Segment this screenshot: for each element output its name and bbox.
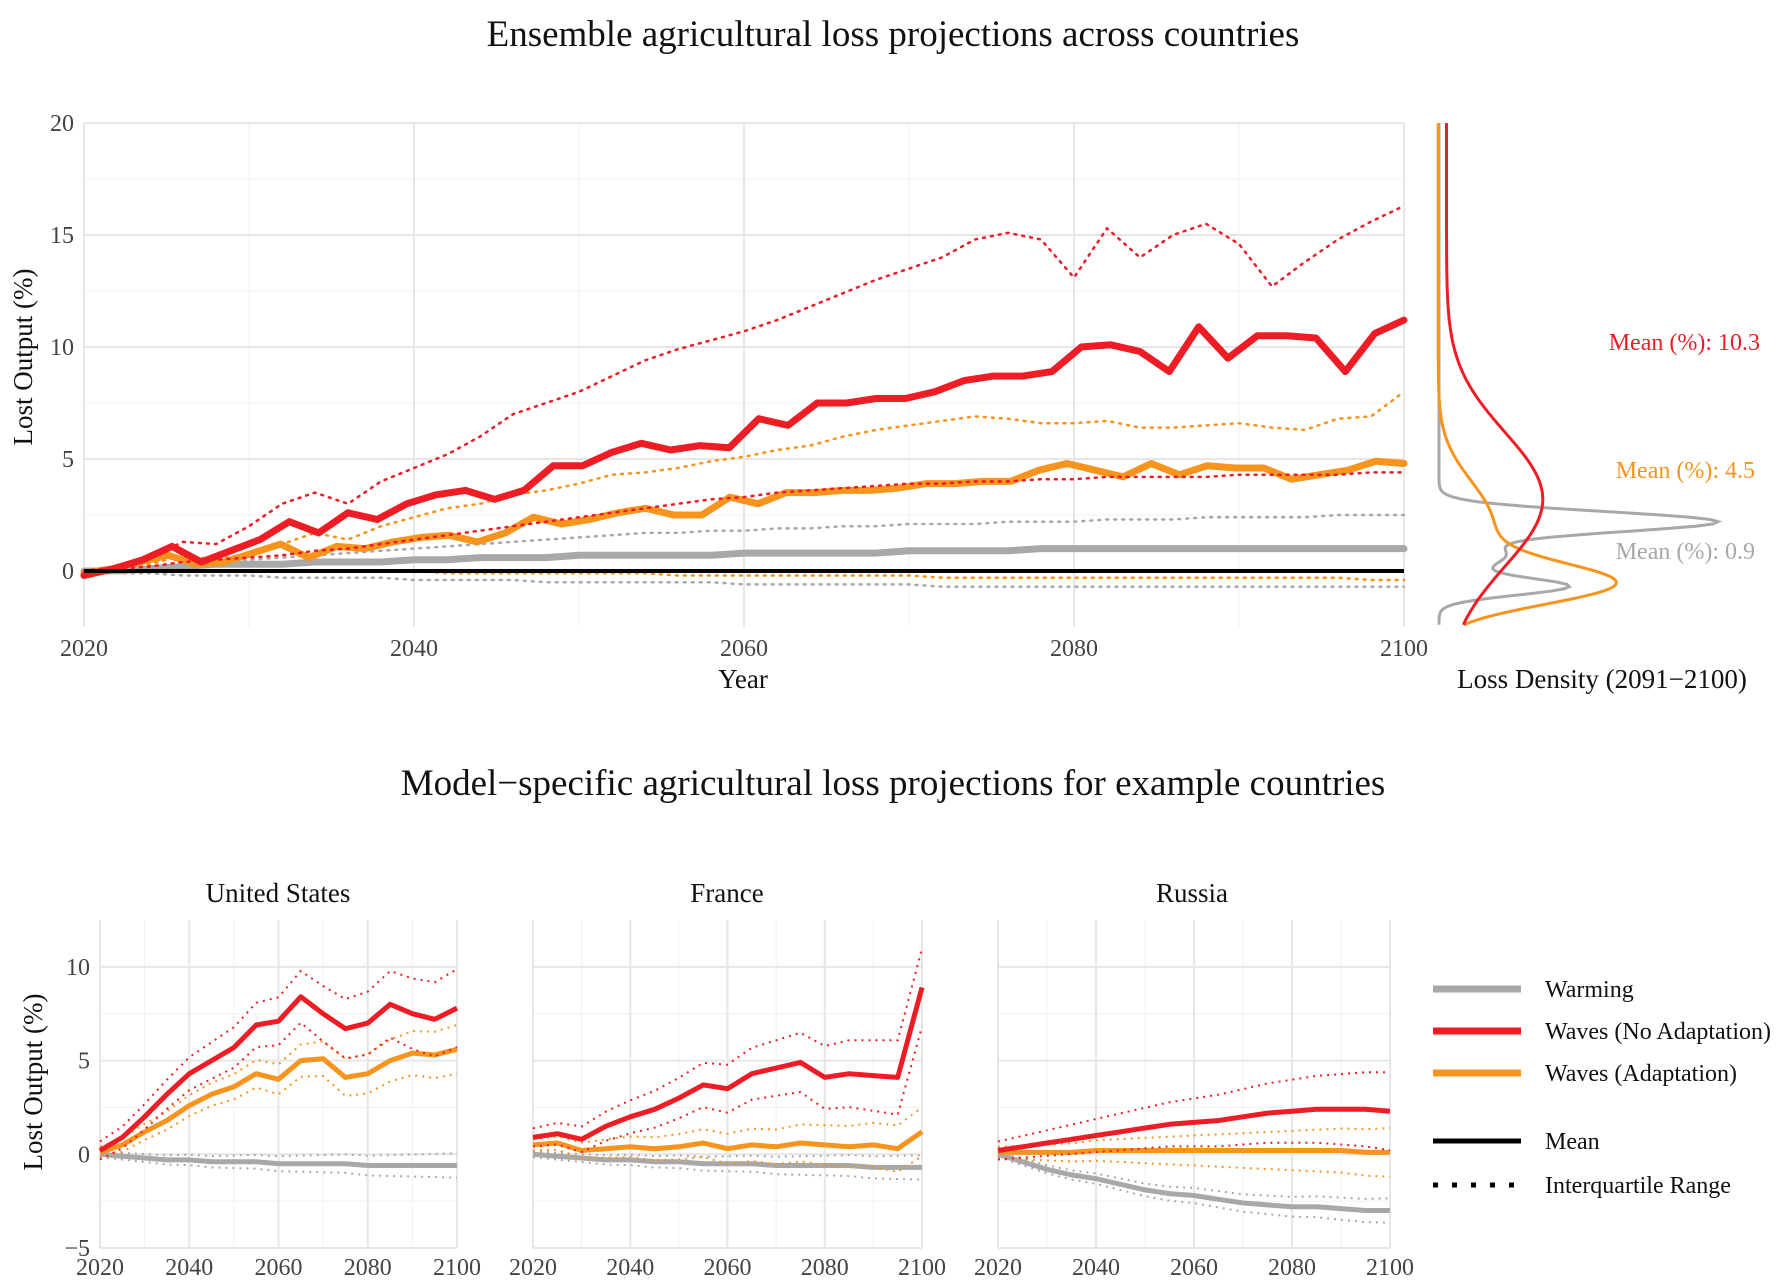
series-line-waves-adapt-mean: [532, 1129, 924, 1153]
series-line-waves-adapt-iqr: [532, 1106, 923, 1144]
series-line-warming-iqr: [532, 1150, 923, 1158]
x-tick-label: 2020: [974, 1255, 1022, 1281]
series-line-waves-adapt-mean: [99, 1046, 458, 1155]
x-tick-label: 2100: [1380, 636, 1428, 662]
density-curve-waves-no-adaptation: [1445, 123, 1545, 626]
series-line-waves-adapt-iqr: [997, 1127, 1391, 1148]
series-line-waves-adapt-iqr: [532, 1148, 923, 1173]
legend-label-waves-adaptation: Waves (Adaptation): [1545, 1061, 1737, 1087]
density-mean-label-warming: Mean (%): 0.9: [1616, 539, 1755, 565]
series-line-waves-no-adapt-mean: [997, 1106, 1391, 1153]
panel-france: 2020 2040 2060 2080 2100: [509, 920, 946, 1281]
series-line-waves-adapt-iqr: [82, 390, 1406, 573]
legend: Warming Waves (No Adaptation) Waves (Ada…: [1433, 977, 1771, 1199]
x-tick-label: 2020: [509, 1255, 557, 1281]
ensemble-y-axis-label: Lost Output (%): [8, 269, 38, 446]
density-mean-label-waves-no-adaptation: Mean (%): 10.3: [1609, 330, 1760, 356]
series-line-waves-adapt-mean: [80, 457, 1408, 577]
x-tick-label: 2040: [606, 1255, 654, 1281]
y-tick-label: 0: [78, 1142, 90, 1168]
legend-label-waves-no-adaptation: Waves (No Adaptation): [1545, 1019, 1771, 1045]
y-tick-label: 5: [78, 1049, 90, 1075]
y-tick-label: 5: [62, 447, 74, 473]
panel-russia: 2020 2040 2060 2080 2100: [974, 920, 1414, 1281]
legend-label-mean: Mean: [1545, 1129, 1600, 1155]
y-tick-label: 10: [50, 335, 74, 361]
series-line-waves-adapt-iqr: [99, 1072, 458, 1159]
x-tick-label: 2020: [76, 1255, 124, 1281]
series-line-waves-no-adapt-mean: [80, 316, 1408, 579]
series-line-waves-no-adapt-iqr: [532, 948, 923, 1130]
ensemble-x-axis-label: Year: [718, 664, 768, 694]
density-plot-panel: [1436, 123, 1723, 627]
y-tick-label: 20: [50, 111, 74, 137]
series-line-warming-mean: [80, 545, 1408, 575]
x-tick-label: 2080: [344, 1255, 392, 1281]
x-tick-label: 2080: [801, 1255, 849, 1281]
panel-united-states: 2020 2040 2060 2080 2100 −5 0 5 10: [64, 920, 481, 1281]
panel-title-united-states: United States: [206, 878, 351, 908]
x-tick-label: 2080: [1050, 636, 1098, 662]
x-tick-label: 2040: [390, 636, 438, 662]
ensemble-title: Ensemble agricultural loss projections a…: [487, 14, 1300, 55]
x-tick-label: 2100: [1366, 1255, 1414, 1281]
legend-label-interquartile-range: Interquartile Range: [1545, 1173, 1731, 1199]
series-line-waves-no-adapt-iqr: [997, 1141, 1391, 1161]
series-line-waves-no-adapt-iqr: [82, 471, 1406, 573]
series-line-waves-no-adapt-iqr: [532, 1026, 923, 1154]
density-curve-waves-adaptation: [1436, 123, 1619, 627]
series-line-waves-no-adapt-iqr: [82, 204, 1406, 573]
density-mean-label-waves-adaptation: Mean (%): 4.5: [1616, 458, 1755, 484]
x-tick-label: 2040: [1072, 1255, 1120, 1281]
x-tick-label: 2060: [704, 1255, 752, 1281]
x-tick-label: 2060: [1170, 1255, 1218, 1281]
panel-title-russia: Russia: [1156, 878, 1228, 908]
series-line-waves-adapt-iqr: [997, 1157, 1391, 1178]
y-tick-label: 15: [50, 223, 74, 249]
x-tick-label: 2060: [720, 636, 768, 662]
density-x-axis-label: Loss Density (2091−2100): [1457, 664, 1747, 694]
series-line-waves-adapt-mean: [998, 1148, 1390, 1155]
x-tick-label: 2020: [60, 636, 108, 662]
y-tick-label: 10: [66, 955, 90, 981]
series-line-waves-no-adapt-mean: [532, 986, 925, 1142]
x-tick-label: 2040: [165, 1255, 213, 1281]
series-line-waves-no-adapt-iqr: [99, 1021, 458, 1161]
x-tick-label: 2100: [898, 1255, 946, 1281]
x-tick-label: 2080: [1268, 1255, 1316, 1281]
small-multiples-y-axis-label: Lost Output (%): [18, 994, 48, 1171]
ensemble-plot-panel: 2020 2040 2060 2080 2100 0 5 10 15 20: [50, 111, 1428, 662]
panel-title-france: France: [690, 878, 763, 908]
small-multiples-title: Model−specific agricultural loss project…: [401, 763, 1386, 804]
series-line-waves-no-adapt-mean: [98, 994, 459, 1153]
x-tick-label: 2100: [433, 1255, 481, 1281]
series-line-warming-mean: [99, 1151, 457, 1168]
y-tick-label: −5: [64, 1236, 90, 1262]
series-line-warming-mean: [997, 1151, 1390, 1213]
x-tick-label: 2060: [255, 1255, 303, 1281]
y-tick-label: 0: [62, 559, 74, 585]
legend-label-warming: Warming: [1545, 977, 1634, 1003]
